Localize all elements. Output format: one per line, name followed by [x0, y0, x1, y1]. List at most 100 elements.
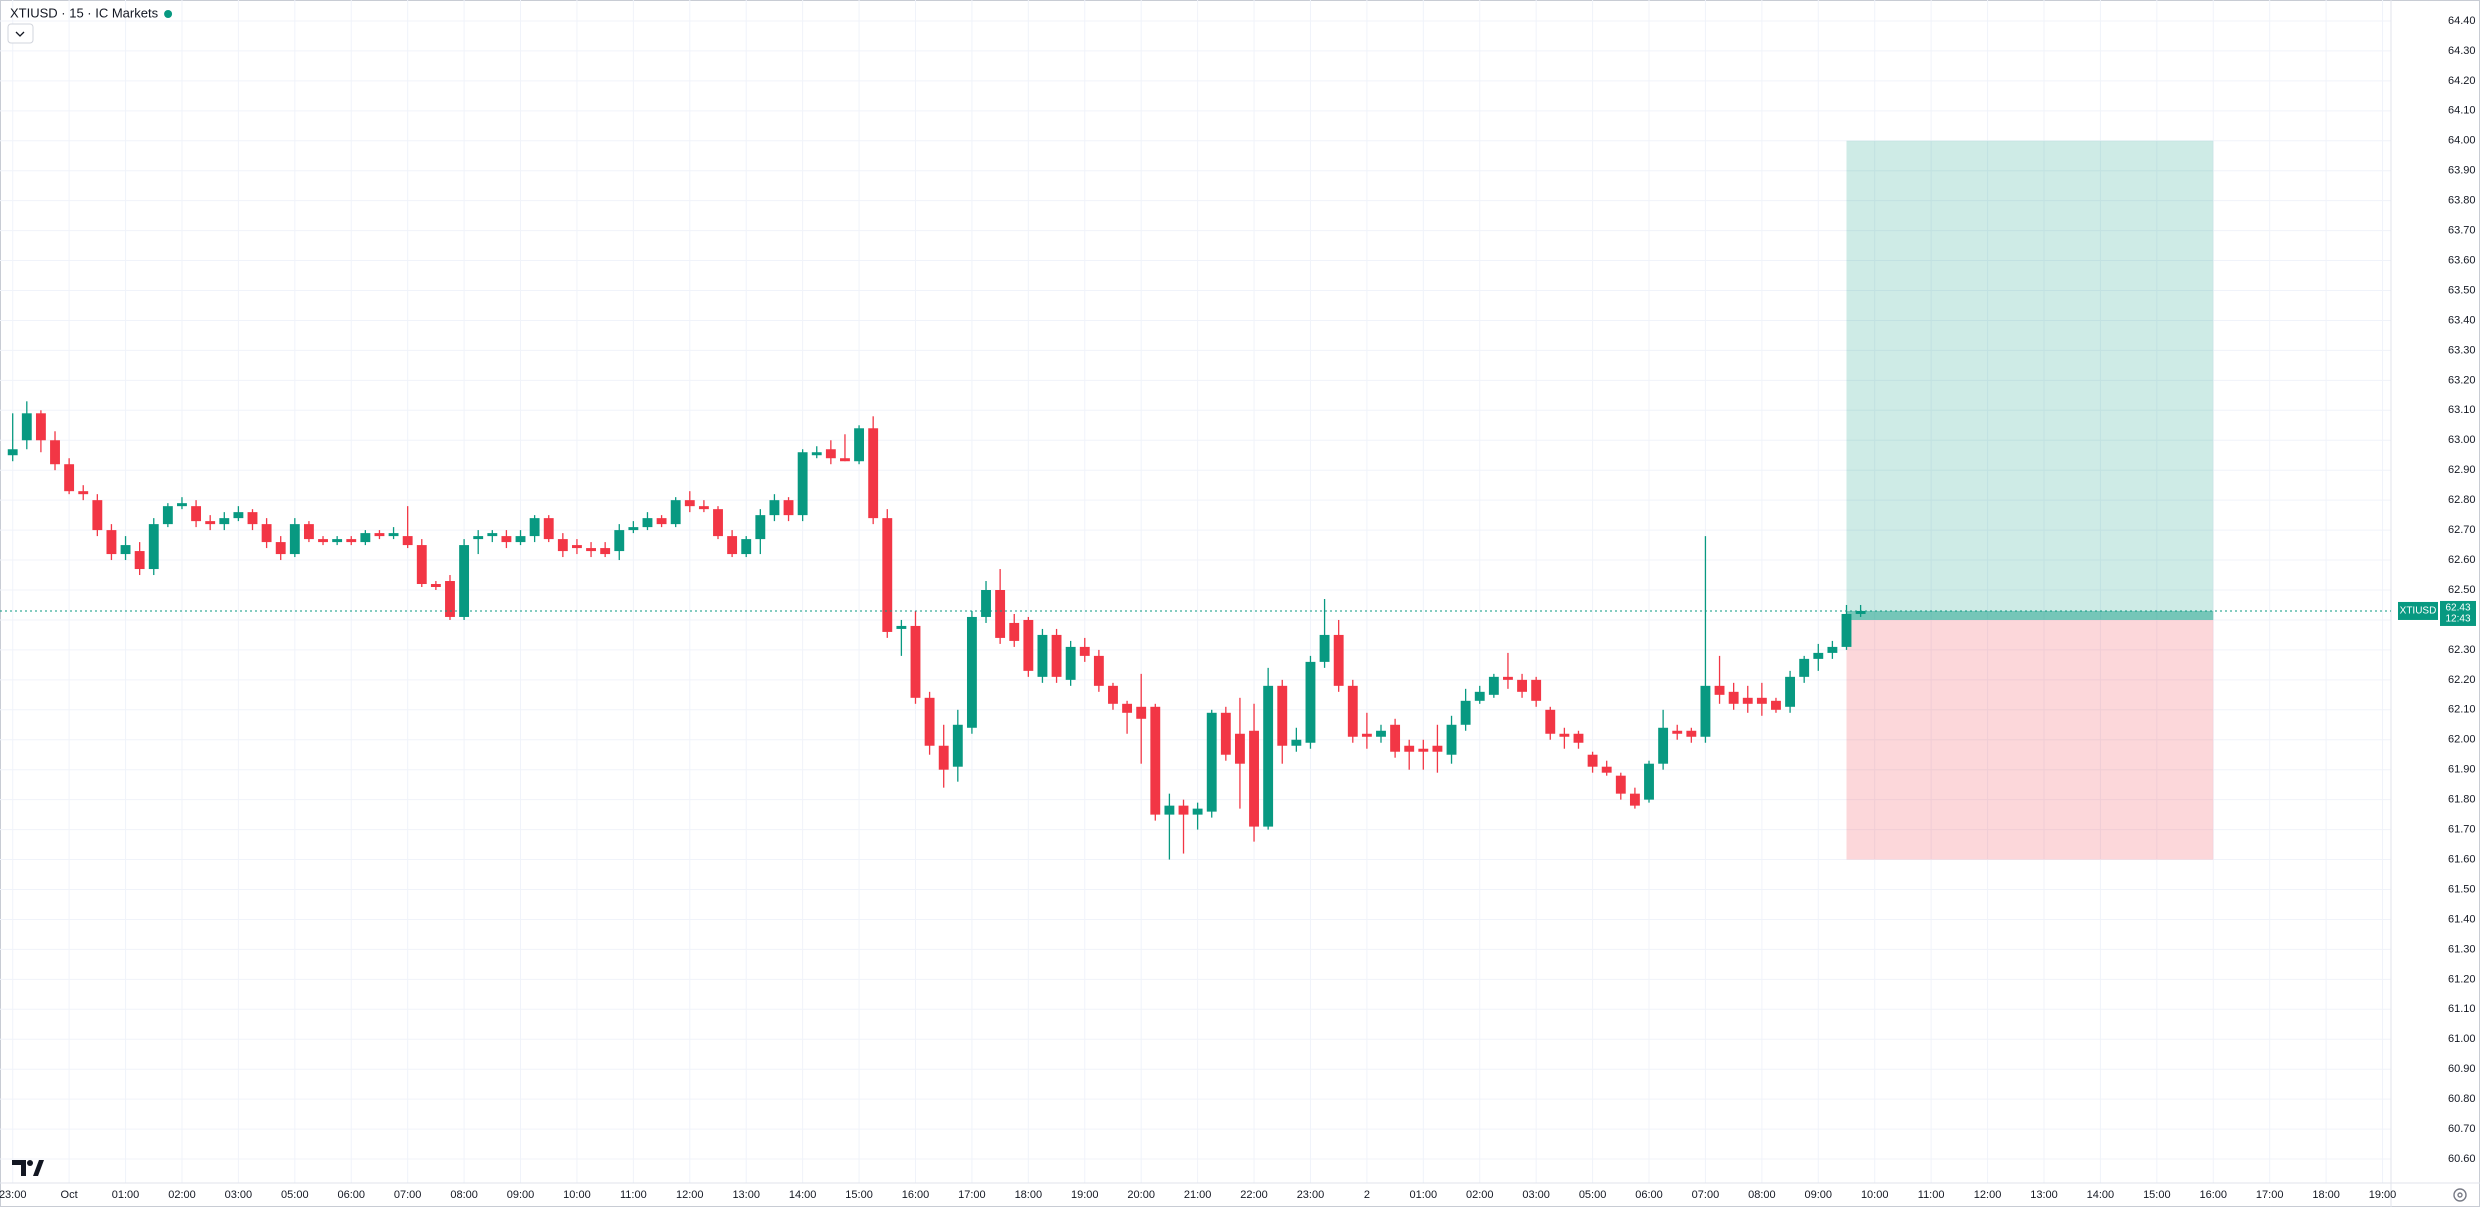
axes: 60.60 60.70 60.80 60.90 61.00 61.10 61.20 61.30… [0, 15, 2476, 1201]
candle-body [388, 533, 399, 537]
x-tick-label: 08:00 [450, 1189, 478, 1201]
y-tick-label: 63.50 [2448, 284, 2476, 296]
y-tick-label: 63.60 [2448, 254, 2476, 266]
candle-body [332, 539, 343, 543]
candle-body [134, 551, 145, 570]
candle-body [360, 533, 371, 543]
candle-body [995, 590, 1006, 638]
loss-zone [1846, 619, 2214, 860]
candle-body [1644, 763, 1654, 800]
candle-body [868, 428, 879, 519]
candle-body [684, 500, 695, 507]
candle-body [1122, 703, 1133, 713]
candle-body [7, 449, 18, 456]
candle-body [1404, 745, 1415, 752]
candle-body [670, 500, 681, 525]
x-tick-label: 17:00 [958, 1189, 986, 1201]
candle-body [148, 524, 159, 570]
candle-body [1164, 805, 1175, 815]
candle-body [1093, 655, 1104, 686]
y-tick-label: 61.90 [2448, 764, 2476, 776]
candle-body [1037, 634, 1048, 677]
candle-body [402, 536, 413, 546]
x-tick-label: Oct [61, 1189, 78, 1201]
x-tick-label: 08:00 [1748, 1189, 1776, 1201]
candle-body [191, 506, 202, 522]
countdown-label: 12:43 [2445, 614, 2470, 625]
y-tick-label: 60.60 [2448, 1153, 2476, 1165]
candle-body [1813, 652, 1824, 659]
candle-body [572, 545, 582, 549]
x-tick-label: 20:00 [1127, 1189, 1155, 1201]
candle-body [487, 533, 498, 537]
tv-logo [12, 1160, 44, 1176]
y-tick-label: 63.10 [2448, 404, 2476, 416]
position-tool[interactable] [1846, 140, 2214, 860]
candle-body [247, 512, 258, 525]
y-tick-label: 63.30 [2448, 344, 2476, 356]
candle-body [1827, 646, 1838, 653]
y-tick-label: 61.00 [2448, 1033, 2476, 1045]
settings-icon[interactable] [2453, 1188, 2467, 1202]
candle-body [219, 518, 230, 525]
x-tick-label: 06:00 [337, 1189, 365, 1201]
y-tick-label: 62.10 [2448, 704, 2476, 716]
y-tick-label: 63.20 [2448, 374, 2476, 386]
candle-body [840, 458, 850, 462]
candle-body [1587, 754, 1598, 767]
candle-body [600, 548, 611, 555]
candle-body [614, 530, 625, 552]
candle-body [1785, 676, 1796, 707]
x-tick-label: 23:00 [0, 1189, 26, 1201]
y-tick-label: 63.90 [2448, 165, 2476, 177]
candle-body [1065, 646, 1076, 680]
candle-body [854, 428, 865, 462]
x-tick-label: 18:00 [2312, 1189, 2340, 1201]
candle-body [50, 440, 60, 465]
chart-title[interactable]: XTIUSD · 15 · IC Markets [10, 5, 159, 20]
candle-body [755, 515, 766, 540]
toggle-button[interactable] [7, 23, 34, 44]
y-tick-label: 62.60 [2448, 554, 2476, 566]
candle-body [882, 518, 893, 632]
candle-body [1136, 706, 1147, 719]
candle-body [1347, 685, 1358, 737]
candle-body [1333, 634, 1344, 686]
candle-body [1460, 700, 1471, 725]
candle-body [910, 625, 921, 698]
candle-body [741, 539, 752, 555]
x-tick-label: 02:00 [1466, 1189, 1494, 1201]
candle-body [318, 539, 328, 543]
y-tick-label: 62.20 [2448, 674, 2476, 686]
candle-body [1009, 622, 1020, 641]
candle-body [1601, 766, 1612, 773]
y-tick-label: 61.20 [2448, 973, 2476, 985]
candle-body [981, 590, 991, 617]
candle-body [205, 521, 216, 525]
x-tick-label: 13:00 [732, 1189, 760, 1201]
candle-body [1079, 646, 1090, 656]
candle-body [275, 542, 286, 555]
symbol-label: XTIUSD [2400, 606, 2437, 617]
candle-body [529, 518, 540, 537]
candle-body [1672, 730, 1683, 734]
open-pnl-zone [1846, 610, 2214, 620]
x-tick-label: 14:00 [789, 1189, 817, 1201]
candle-body [1319, 634, 1330, 662]
candle-body [1291, 739, 1302, 746]
candle-body [924, 697, 935, 746]
candle-body [120, 545, 131, 555]
x-tick-label: 03:00 [225, 1189, 253, 1201]
candle-body [64, 464, 75, 492]
candle-body [1559, 733, 1570, 737]
y-tick-label: 63.80 [2448, 195, 2476, 207]
candle-body [1799, 658, 1810, 677]
candle-body [21, 413, 32, 441]
candle-body [1178, 805, 1189, 815]
candle-body [289, 524, 300, 555]
status-dot [164, 10, 173, 18]
candle-body [473, 536, 484, 540]
candle-body [1728, 691, 1739, 704]
